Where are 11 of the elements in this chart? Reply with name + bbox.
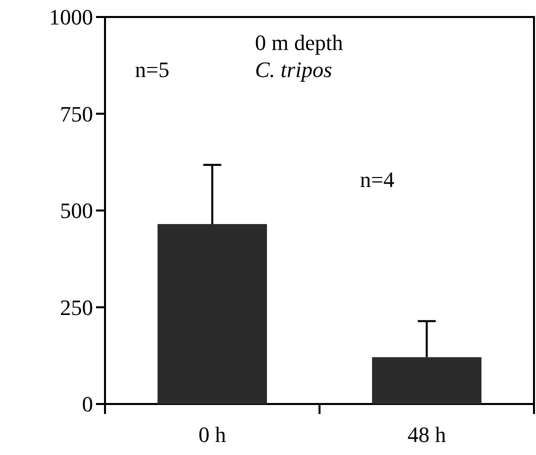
annotation: n=4 (360, 167, 394, 192)
annotation: n=5 (135, 57, 170, 82)
annotation: 0 m depth (255, 30, 343, 55)
x-tick-label: 48 h (408, 422, 446, 447)
y-tick-label: 1000 (49, 4, 93, 30)
y-tick-label: 500 (60, 198, 93, 224)
annotation: C. tripos (255, 57, 332, 82)
y-tick-label: 250 (60, 294, 93, 320)
y-tick-label: 0 (82, 392, 93, 417)
x-tick-label: 0 h (198, 422, 226, 447)
y-tick-label: 750 (60, 101, 93, 126)
